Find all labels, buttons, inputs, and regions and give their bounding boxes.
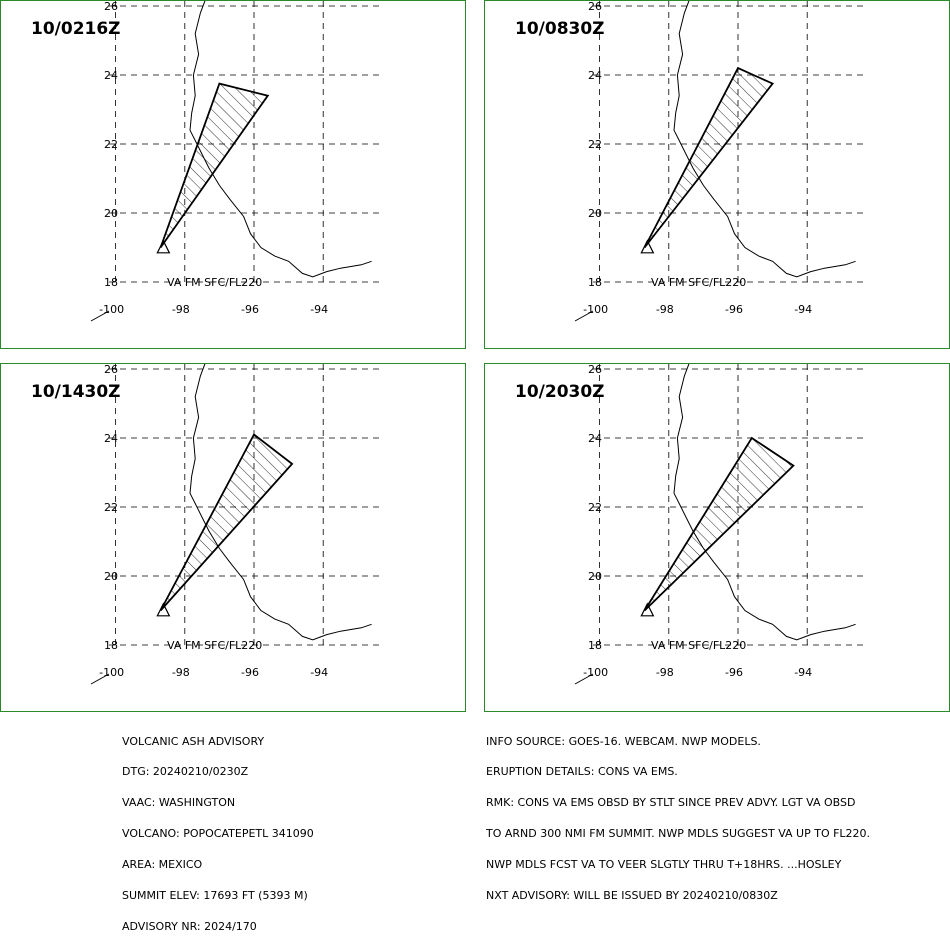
coastline (189, 364, 372, 641)
ash-cloud-polygon (159, 82, 270, 249)
advisory-remarks-block: INFO SOURCE: GOES-16. WEBCAM. NWP MODELS… (486, 716, 870, 912)
lon-tick-label: -96 (725, 303, 743, 316)
map-panel-3: 18 20 22 24 26 -100 -98 -96 -94 VA FM SFC/FL220 1… (0, 363, 466, 712)
next-advisory: NXT ADVISORY: WILL BE ISSUED BY 20240210… (486, 889, 778, 903)
advisory-vaac: VAAC: WASHINGTON (122, 796, 236, 810)
lon-tick-label: -94 (794, 303, 812, 316)
panel-time-label: 10/0830Z (515, 19, 605, 39)
lat-tick-label: 26 (104, 364, 118, 376)
advisory-title: VOLCANIC ASH ADVISORY (122, 734, 265, 748)
lat-tick-label: 20 (588, 570, 602, 583)
lat-tick-label: 26 (588, 364, 602, 376)
lat-tick-label: 26 (588, 1, 602, 13)
lon-tick-label: -98 (656, 303, 674, 316)
axis-corner-mark (574, 310, 594, 322)
lat-tick-label: 24 (104, 69, 118, 82)
lat-tick-label: 22 (588, 138, 602, 151)
lat-tick-label: 20 (104, 207, 118, 220)
advisory-area: AREA: MEXICO (122, 858, 203, 872)
advisory-summit-elev: SUMMIT ELEV: 17693 FT (5393 M) (122, 889, 308, 903)
ash-cloud-polygon (643, 66, 775, 249)
panel-time-label: 10/0216Z (31, 19, 121, 39)
volcano-triangle (640, 602, 655, 617)
panel-time-label: 10/1430Z (31, 382, 121, 402)
lat-tick-label: 18 (588, 639, 602, 652)
lat-tick-label: 24 (104, 432, 118, 445)
lat-tick-label: 20 (588, 207, 602, 220)
volcano-triangle (156, 239, 171, 254)
info-source: INFO SOURCE: GOES-16. WEBCAM. NWP MODELS… (486, 734, 761, 748)
lon-tick-label: -94 (794, 666, 812, 679)
lat-tick-label: 22 (104, 138, 118, 151)
eruption-details: ERUPTION DETAILS: CONS VA EMS. (486, 765, 678, 779)
volcano-triangle (640, 239, 655, 254)
ash-cloud-polygon (643, 436, 795, 612)
lat-tick-label: 18 (588, 276, 602, 289)
remarks-line-1: RMK: CONS VA EMS OBSD BY STLT SINCE PREV… (486, 796, 856, 810)
lon-tick-label: -98 (172, 666, 190, 679)
ash-cloud-polygon (159, 433, 294, 612)
remarks-line-2: TO ARND 300 NMI FM SUMMIT. NWP MDLS SUGG… (486, 827, 871, 841)
lat-tick-label: 24 (588, 432, 602, 445)
lat-tick-label: 18 (104, 639, 118, 652)
axis-corner-mark (574, 673, 594, 685)
lat-tick-label: 20 (104, 570, 118, 583)
coastline (673, 364, 856, 641)
lon-tick-label: -96 (241, 666, 259, 679)
volcano-triangle (156, 602, 171, 617)
coastline (189, 1, 372, 278)
lon-tick-label: -94 (310, 303, 328, 316)
lon-tick-label: -94 (310, 666, 328, 679)
va-level-label: VA FM SFC/FL220 (167, 639, 262, 652)
axis-corner-mark (90, 310, 110, 322)
advisory-header-block: VOLCANIC ASH ADVISORY DTG: 20240210/0230… (122, 716, 314, 943)
lat-tick-label: 24 (588, 69, 602, 82)
lat-tick-label: 18 (104, 276, 118, 289)
map-panel-2: 18 20 22 24 26 -100 -98 -96 -94 VA FM SFC/FL220 1… (484, 0, 950, 349)
va-level-label: VA FM SFC/FL220 (167, 276, 262, 289)
axis-corner-mark (90, 673, 110, 685)
lat-tick-label: 22 (588, 501, 602, 514)
remarks-line-3: NWP MDLS FCST VA TO VEER SLGTLY THRU T+1… (486, 858, 842, 872)
map-panel-4: 18 20 22 24 26 -100 -98 -96 -94 VA FM SFC/FL220 1… (484, 363, 950, 712)
advisory-dtg: DTG: 20240210/0230Z (122, 765, 249, 779)
lon-tick-label: -96 (725, 666, 743, 679)
lon-tick-label: -98 (656, 666, 674, 679)
lat-tick-label: 26 (104, 1, 118, 13)
advisory-number: ADVISORY NR: 2024/170 (122, 919, 257, 933)
lat-tick-label: 22 (104, 501, 118, 514)
panel-time-label: 10/2030Z (515, 382, 605, 402)
va-level-label: VA FM SFC/FL220 (651, 639, 746, 652)
va-level-label: VA FM SFC/FL220 (651, 276, 746, 289)
coastline (673, 1, 856, 278)
advisory-volcano: VOLCANO: POPOCATEPETL 341090 (122, 827, 314, 841)
map-panel-1: 18 20 22 24 26 -100 -98 -96 -94 VA FM SFC/FL220 1… (0, 0, 466, 349)
lon-tick-label: -96 (241, 303, 259, 316)
lon-tick-label: -98 (172, 303, 190, 316)
